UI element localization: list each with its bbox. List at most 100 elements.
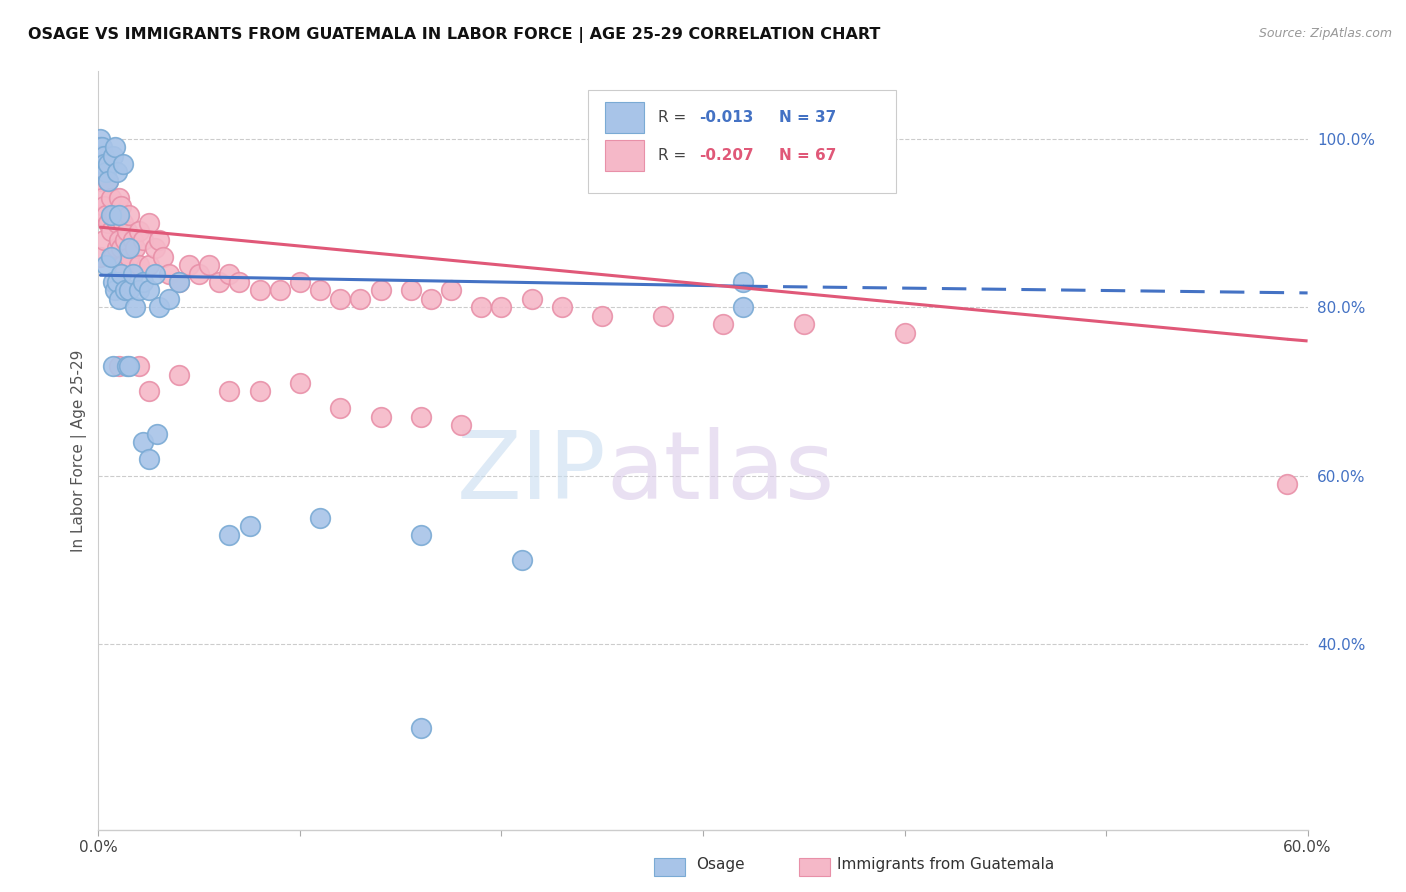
Text: Immigrants from Guatemala: Immigrants from Guatemala [837,857,1054,872]
FancyBboxPatch shape [605,140,644,170]
Point [409,527,432,541]
Point [105,216,128,230]
Point [103,140,125,154]
Point [124,241,146,255]
Point [91,191,114,205]
Point [128,359,150,374]
Point [148,233,170,247]
Point [93,199,115,213]
Point [105,275,128,289]
Point [399,284,422,298]
Point [110,199,132,213]
Point [239,519,262,533]
Point [167,368,190,382]
Point [89,165,111,179]
Point [89,250,111,264]
Point [101,359,124,374]
Point [152,250,174,264]
Point [107,292,129,306]
Point [551,300,574,314]
Point [89,132,111,146]
Point [128,258,150,272]
Point [103,208,125,222]
Text: R =: R = [658,110,692,125]
Point [96,165,118,179]
Point [288,376,311,390]
Point [97,216,120,230]
Point [440,284,463,298]
Point [118,241,141,255]
Point [132,233,155,247]
Point [409,409,432,424]
Point [510,553,533,567]
Point [470,300,492,314]
Point [409,722,432,736]
Point [143,267,166,281]
FancyBboxPatch shape [605,103,644,133]
Point [100,250,122,264]
Point [103,284,125,298]
Point [228,275,250,289]
Point [208,275,231,289]
Point [309,511,332,525]
Point [349,292,371,306]
Point [491,300,513,314]
Point [89,208,111,222]
Point [420,292,443,306]
Point [97,174,120,188]
Point [93,148,115,162]
Point [198,258,221,272]
Point [111,258,134,272]
Point [138,384,160,399]
Point [97,174,120,188]
Text: atlas: atlas [606,427,835,519]
Point [179,258,201,272]
Point [89,148,111,162]
Point [138,284,160,298]
Point [100,208,122,222]
Point [115,359,138,374]
Text: N = 67: N = 67 [779,148,837,163]
Text: -0.207: -0.207 [699,148,754,163]
Point [107,359,129,374]
Point [138,451,160,466]
Text: ZIP: ZIP [457,427,606,519]
Point [118,250,141,264]
Point [733,300,755,314]
Point [101,208,124,222]
Point [288,275,311,289]
Point [1277,477,1299,491]
Point [100,224,122,238]
Point [110,241,132,255]
Point [101,148,124,162]
Point [733,275,755,289]
Point [370,284,392,298]
Point [111,216,134,230]
Point [143,241,166,255]
Point [893,326,915,340]
Point [110,267,132,281]
Point [269,284,291,298]
FancyBboxPatch shape [588,90,897,193]
Point [118,284,141,298]
Point [157,292,180,306]
Point [188,267,211,281]
Point [167,275,190,289]
Point [249,284,271,298]
Point [591,309,613,323]
Point [118,359,141,374]
Point [89,174,111,188]
Point [96,258,118,272]
Point [121,233,143,247]
Point [711,317,734,331]
Point [218,527,240,541]
Point [107,191,129,205]
Point [97,157,120,171]
Point [148,300,170,314]
Point [132,275,155,289]
Point [124,300,146,314]
Point [167,275,190,289]
Point [100,191,122,205]
Point [118,208,141,222]
Point [218,267,240,281]
